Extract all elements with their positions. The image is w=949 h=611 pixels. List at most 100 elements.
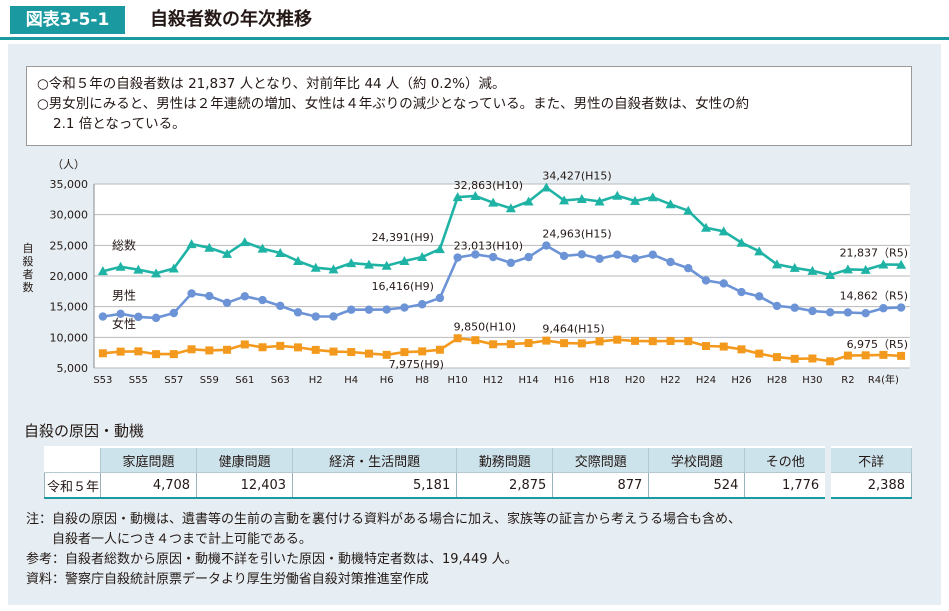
- data-point: [346, 258, 357, 268]
- x-tick-label: H2: [309, 375, 323, 386]
- data-point: [168, 263, 179, 273]
- data-point: [257, 243, 268, 253]
- data-point: [719, 279, 728, 288]
- data-point: [896, 303, 906, 312]
- data-label: 34,427(H15): [542, 170, 611, 183]
- table-cell: 12,403: [196, 472, 294, 499]
- data-point: [860, 264, 871, 274]
- x-tick-label: H6: [380, 375, 394, 386]
- x-tick-label: H10: [448, 375, 468, 386]
- data-label: 32,863(H10): [454, 179, 523, 192]
- data-point: [328, 264, 339, 274]
- data-point: [488, 252, 498, 262]
- table-corner: [44, 446, 101, 473]
- data-point: [826, 357, 835, 366]
- data-point: [737, 287, 746, 297]
- data-point: [524, 252, 533, 262]
- note-line: 注：自殺の原因・動機は、遺書等の生前の言動を裏付ける資料がある場合に加え、家族等…: [26, 512, 742, 527]
- data-point: [523, 196, 534, 206]
- data-point: [825, 269, 836, 279]
- data-point: [897, 351, 906, 360]
- x-tick-label: H20: [625, 375, 645, 386]
- data-point: [595, 254, 604, 263]
- data-point: [98, 349, 107, 358]
- data-point: [842, 264, 853, 274]
- data-point: [222, 298, 232, 308]
- x-tick-label: H12: [483, 375, 503, 386]
- data-point: [542, 336, 551, 345]
- data-point: [702, 342, 710, 351]
- column-header: 交際問題: [552, 446, 650, 473]
- data-point: [612, 190, 623, 200]
- data-point: [471, 250, 480, 259]
- data-point: [755, 349, 764, 358]
- data-point: [505, 203, 516, 213]
- data-point: [630, 254, 640, 263]
- cause-table: 家庭問題 健康問題 経済・生活問題 勤務問題 交際問題 学校問題 その他 不詳 …: [44, 446, 913, 499]
- data-label: 9,850(H10): [454, 320, 516, 333]
- data-point: [293, 308, 303, 317]
- series-line: [102, 336, 902, 363]
- y-tick-label: 25,000: [50, 239, 89, 252]
- data-point: [648, 337, 657, 346]
- data-point: [701, 222, 711, 232]
- y-tick-label: 15,000: [50, 301, 89, 314]
- data-point: [329, 347, 338, 356]
- y-tick-label: 35,000: [50, 178, 89, 191]
- data-point: [364, 305, 374, 314]
- data-label: 21,837（R5): [840, 247, 908, 260]
- data-point: [631, 336, 640, 345]
- data-point: [471, 336, 480, 345]
- table-cell: 5,181: [292, 472, 458, 499]
- data-point: [843, 308, 853, 317]
- data-point: [576, 194, 587, 204]
- data-label: 16,416(H9): [372, 280, 434, 293]
- table-cell: 524: [648, 472, 746, 499]
- data-point: [116, 309, 125, 318]
- data-point: [452, 192, 463, 202]
- data-point: [151, 268, 162, 278]
- y-axis-label-char: 者: [23, 268, 34, 281]
- summary-line: ○令和５年の自殺者数は 21,837 人となり、対前年比 44 人（約 0.2%…: [37, 76, 506, 92]
- data-point: [755, 292, 764, 301]
- figure-title: 自殺者数の年次推移: [150, 9, 312, 30]
- series-label-female: 女性: [112, 316, 136, 331]
- x-tick-label: H18: [589, 375, 609, 386]
- data-point: [879, 350, 888, 359]
- data-point: [613, 250, 622, 259]
- data-point: [222, 248, 233, 258]
- data-point: [134, 347, 143, 356]
- data-point: [204, 242, 215, 252]
- data-point: [310, 262, 321, 272]
- column-header: その他: [744, 446, 829, 473]
- y-axis-label-char: 自: [23, 242, 34, 255]
- x-tick-label: H4: [344, 375, 358, 386]
- x-tick-label: S59: [200, 375, 219, 386]
- x-tick-label: H8: [415, 375, 429, 386]
- data-point: [152, 350, 161, 359]
- data-point: [275, 248, 286, 258]
- data-point: [825, 308, 835, 317]
- data-point: [258, 343, 267, 352]
- data-point: [665, 199, 676, 209]
- x-tick-label: S63: [271, 375, 290, 386]
- table-cell: 1,776: [744, 472, 829, 499]
- data-label: 24,391(H9): [372, 231, 434, 244]
- data-point: [878, 259, 889, 269]
- data-point: [559, 195, 570, 205]
- data-point: [648, 250, 657, 259]
- data-point: [594, 196, 605, 206]
- x-tick-label: S53: [93, 375, 112, 386]
- row-label: 令和５年: [44, 472, 101, 499]
- x-tick-label: H28: [767, 375, 787, 386]
- data-point: [666, 257, 675, 267]
- data-label: 14,862（R5): [840, 290, 908, 303]
- y-tick-label: 30,000: [50, 209, 89, 222]
- data-point: [577, 339, 586, 348]
- column-header: 健康問題: [196, 446, 294, 473]
- data-point: [399, 256, 410, 266]
- data-point: [506, 258, 516, 268]
- x-tick-label: H14: [518, 375, 538, 386]
- data-point: [577, 250, 587, 259]
- data-point: [418, 347, 427, 356]
